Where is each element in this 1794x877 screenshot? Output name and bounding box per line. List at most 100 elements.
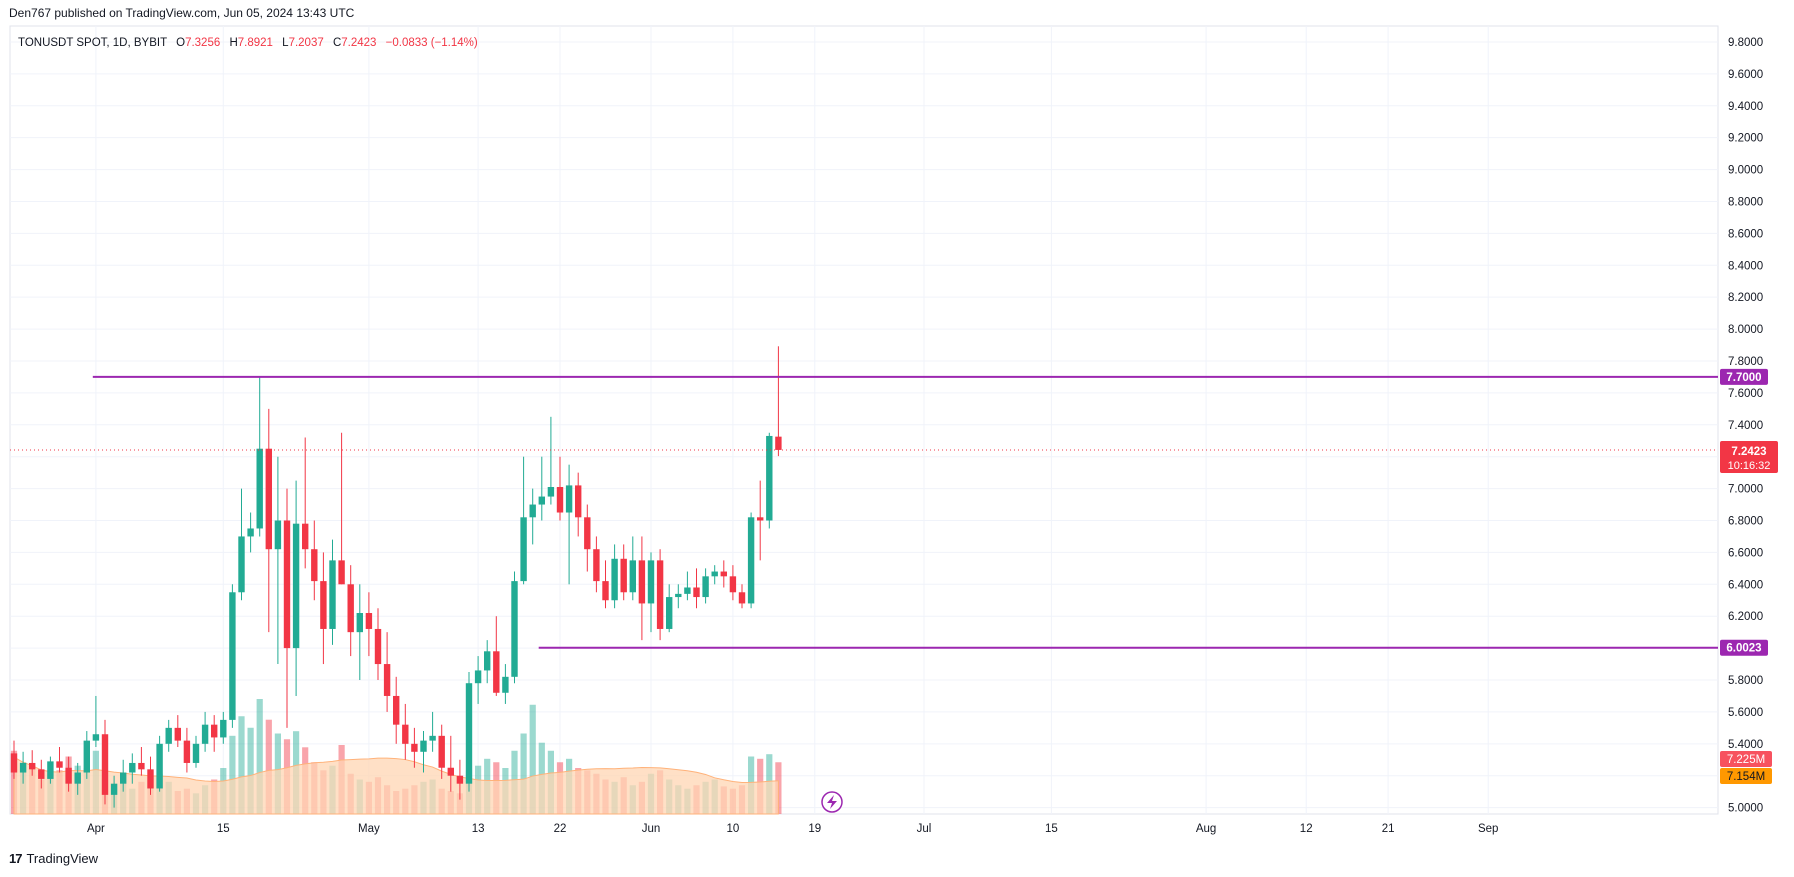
y-tick-label: 5.8000 [1728,675,1763,687]
last-price-tag [1720,440,1778,473]
time-axis: 20Apr15May1322Jun1019Jul15Aug1221Sep [87,823,1498,835]
candle-body [147,769,154,789]
candle-body [556,486,564,513]
candle-body [365,613,373,629]
level-price-tag [1720,368,1768,385]
candle-body [656,560,664,629]
y-tick-label: 6.4000 [1728,579,1763,591]
candle-body [602,581,609,601]
bar-countdown: 10:16:32 [1728,460,1771,472]
volume-bar [529,704,536,814]
candle-body [565,485,573,513]
candle-body [338,560,345,585]
candle-body [711,571,718,577]
candle-body [211,724,218,738]
legend-c: 7.2423 [341,37,376,49]
brand-name: TradingView [26,851,99,866]
volume-moving-average [13,756,779,815]
x-tick-label: 10 [727,823,740,835]
candle-body [356,613,363,633]
candle-body [19,762,27,773]
legend-change: −0.0833 (−1.14%) [386,37,478,49]
price-axis: 9.8000 9.6000 9.4000 9.2000 9.0000 8.8000 8.60… [1728,37,1763,815]
x-tick-label: 13 [472,823,485,835]
candle-body [429,735,436,741]
legend-h: 7.8921 [238,37,273,49]
candle-body [229,592,236,720]
volume-bar [520,733,527,814]
volume-bar [229,735,236,814]
x-tick-label: Jul [917,823,932,835]
publish-info: Den767 published on TradingView.com, Jun… [9,6,355,20]
tradingview-logo-icon: 17 [9,851,23,866]
y-tick-label: 8.6000 [1728,228,1763,240]
candle-body [47,761,54,779]
candle-body [766,435,773,521]
x-tick-label: 15 [1045,823,1058,835]
candle-body [247,528,254,537]
candle-body [374,628,382,665]
candle-body [238,536,245,593]
candle-body [138,762,145,770]
horizontal-levels [10,375,1718,649]
candle-body [438,735,445,768]
candle-body [702,576,709,598]
y-tick-label: 7.4000 [1728,420,1763,432]
candle-body [757,517,764,521]
candle-body [393,695,400,725]
candle-body [256,448,263,529]
candles [10,346,782,808]
candle-body [156,743,163,789]
y-tick-label: 8.8000 [1728,196,1763,208]
ohlc-legend: TONUSDT SPOT, 1D, BYBIT O7.3256 H7.8921 … [18,37,478,49]
candle-body [283,520,291,649]
candle-body [584,517,591,550]
y-tick-label: 9.4000 [1728,101,1763,113]
candle-body [693,587,700,598]
candle-body [775,436,782,450]
candle-body [538,496,545,505]
price-labels: 7.7000 6.0023 7.2423 10:16:32 7.225M 7.154M [1720,368,1778,784]
volume-ma-tag [1720,768,1772,784]
y-tick-label: 6.8000 [1728,515,1763,527]
level-price-tag [1720,639,1768,656]
y-tick-label: 8.2000 [1728,292,1763,304]
candle-body [101,734,109,795]
grid [9,25,1719,815]
legend-l: 7.2037 [289,37,324,49]
candle-body [465,683,473,784]
candle-body [620,558,627,593]
candle-body [447,767,454,776]
y-tick-label: 7.8000 [1728,356,1763,368]
candle-body [65,767,72,784]
y-tick-label: 7.0000 [1728,484,1763,496]
candle-body [129,762,136,773]
candle-body [56,761,63,768]
x-tick-label: 12 [1300,823,1313,835]
y-tick-label: 9.0000 [1728,165,1763,177]
candle-body [83,740,90,773]
legend-symbol: TONUSDT SPOT, 1D, BYBIT [18,37,167,49]
y-tick-label: 6.6000 [1728,547,1763,559]
x-tick-label: 21 [1382,823,1395,835]
candle-body [165,727,172,744]
candle-body [647,560,655,604]
legend-o: 7.3256 [185,37,220,49]
candle-body [174,727,181,741]
candle-body [738,592,746,604]
volume-label: 7.225M [1727,754,1765,766]
y-tick-label: 8.4000 [1728,260,1763,272]
candle-body [420,740,427,752]
footer-brand[interactable]: 17 TradingView [9,851,98,866]
y-tick-label: 6.2000 [1728,611,1763,623]
x-tick-label: May [358,823,380,835]
y-tick-label: 9.6000 [1728,69,1763,81]
candle-body [402,724,409,744]
candle-body [302,523,309,550]
candle-body [347,584,354,633]
lightning-icon[interactable] [821,791,843,813]
plot-frame [9,25,1719,815]
y-tick-label: 7.6000 [1728,388,1763,400]
volume-tag [1720,751,1772,767]
